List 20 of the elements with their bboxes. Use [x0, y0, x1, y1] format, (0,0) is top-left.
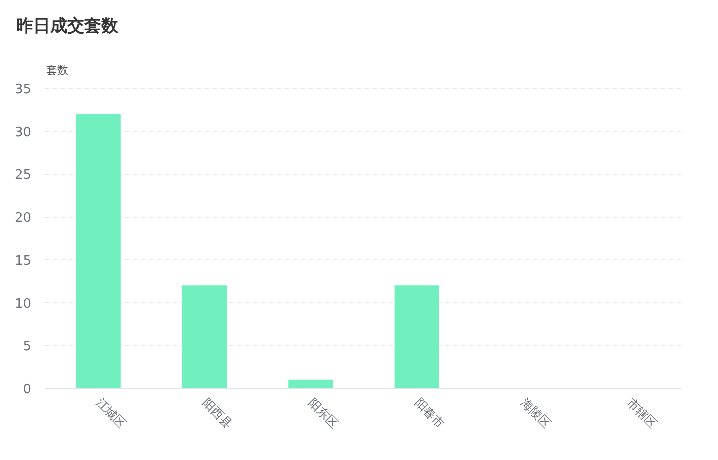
y-tick-label: 10 [14, 296, 32, 312]
bar [288, 380, 334, 388]
bar [182, 286, 228, 388]
x-tick-label: 江城区 [94, 396, 129, 431]
y-tick-label: 5 [23, 340, 32, 355]
y-tick-label: 20 [14, 211, 32, 226]
x-tick-label: 市辖区 [624, 396, 660, 431]
chart-title: 昨日成交套数 [16, 16, 120, 36]
x-tick-label: 阳东区 [306, 396, 342, 431]
y-tick-label: 25 [14, 168, 32, 184]
y-tick-label: 15 [14, 254, 32, 269]
bar [76, 114, 121, 388]
x-tick-label: 阳西县 [200, 396, 236, 431]
x-tick-label: 阳春市 [412, 396, 448, 431]
y-tick-label: 0 [23, 382, 32, 398]
x-tick-label: 海陵区 [518, 396, 554, 431]
y-tick-label: 30 [14, 125, 32, 140]
bar [394, 286, 440, 388]
y-tick-label: 35 [14, 82, 32, 98]
y-axis-title: 套数 [46, 64, 68, 77]
